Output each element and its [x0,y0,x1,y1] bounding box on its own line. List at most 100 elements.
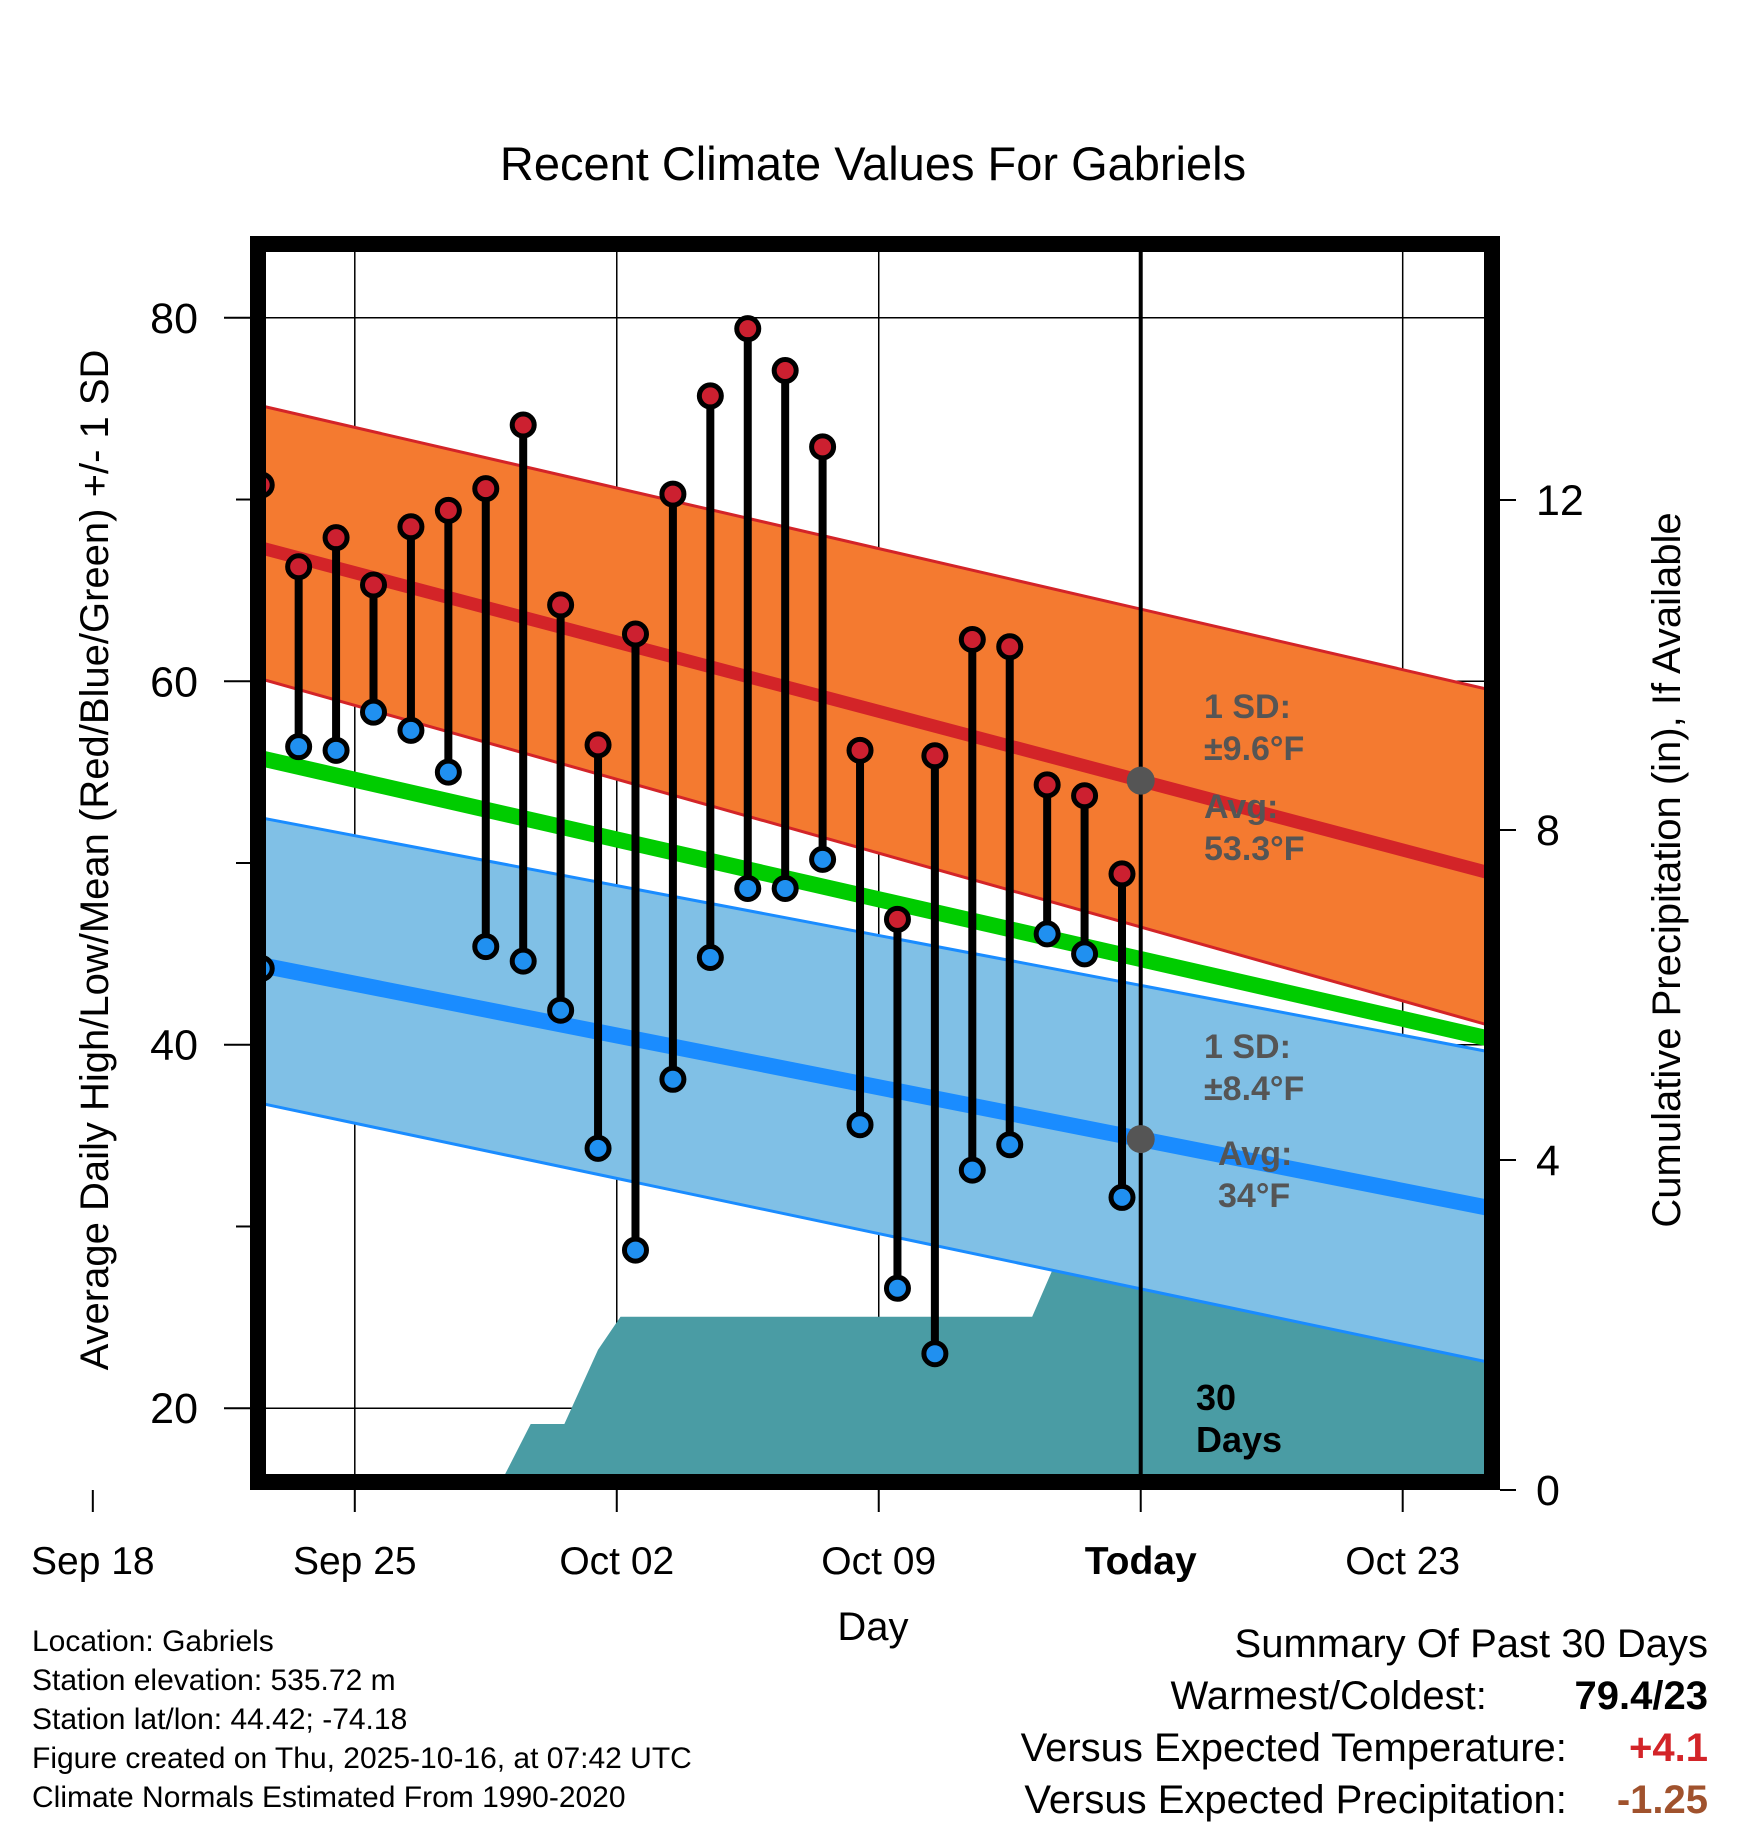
daily-high-point [434,496,462,524]
precip-anomaly-label: Versus Expected Precipitation: [1024,1778,1567,1822]
days-annotation: 30 [1196,1377,1236,1418]
high-normal-line [258,540,1492,881]
daily-high-point [659,480,687,508]
latlon-line: Station lat/lon: 44.42; -74.18 [32,1703,408,1736]
daily-low-point [397,716,425,744]
daily-high-point [1071,782,1099,810]
station-info: Location: Gabriels Station elevation: 53… [32,1622,692,1817]
daily-low-point [958,1156,986,1184]
y2-tick-label: 12 [1536,477,1584,525]
daily-high-point [771,356,799,384]
daily-high-point [696,382,724,410]
warm-cold-label: Warmest/Coldest: [1170,1674,1487,1718]
x-tick-label: Sep 25 [293,1540,417,1583]
daily-high-point [26,365,48,387]
daily-high-point [734,315,762,343]
daily-low-point [771,874,799,902]
daily-high-point [996,633,1024,661]
plot-frame [250,236,1500,1490]
warm-cold-value: 79.4/23 [1574,1674,1708,1718]
daily-high-point [509,411,537,439]
low-avg-annotation: 34°F [1218,1177,1290,1215]
high-sd-annotation: 1 SD: [1204,688,1291,726]
y-tick-label: 60 [150,658,198,706]
daily-low-point [509,947,537,975]
daily-high-point [883,905,911,933]
y2-tick-label: 4 [1536,1137,1560,1185]
daily-high-point [1033,771,1061,799]
x-tick-label: Sep 18 [31,1540,155,1583]
y2-axis-label: Cumulative Precipitation (in), If Availa… [1645,512,1689,1227]
daily-low-point [26,1005,48,1027]
daily-low-point [472,933,500,961]
low-normal-line [258,956,1492,1217]
daily-low-point [846,1111,874,1139]
low-sd-annotation: 1 SD: [1204,1028,1291,1066]
daily-low-point [734,874,762,902]
daily-high-point [472,475,500,503]
daily-high-point [921,742,949,770]
daily-low-point [809,845,837,873]
daily-low-point [921,1340,949,1368]
daily-high-point [621,620,649,648]
x-tick-label: Oct 23 [1345,1540,1460,1583]
daily-low-point [1033,920,1061,948]
precip-anomaly-value: -1.25 [1616,1778,1708,1822]
high-avg-annotation: Avg: [1204,788,1278,826]
daily-high-point [285,553,313,581]
x-tick-label: Today [1085,1540,1197,1583]
y2-tick-label: 8 [1536,807,1560,855]
days-annotation: Days [1196,1419,1282,1460]
location-line: Location: Gabriels [32,1625,274,1658]
daily-low-point [322,736,350,764]
daily-high-point [584,731,612,759]
y-axis-label: Average Daily High/Low/Mean (Red/Blue/Gr… [73,350,117,1371]
daily-low-point [138,1114,160,1136]
y2-tick-label: 0 [1536,1467,1560,1515]
daily-low-point [434,758,462,786]
daily-high-point [846,736,874,764]
x-tick-label: Oct 02 [559,1540,674,1583]
daily-low-point [1071,940,1099,968]
daily-high-point [175,638,197,660]
daily-low-point [175,1161,197,1183]
today-low-normal-marker [1126,1125,1155,1154]
daily-low-point [213,1225,235,1247]
low-sd-annotation: ±8.4°F [1204,1070,1304,1108]
daily-high-point [958,625,986,653]
daily-high-point [360,571,388,599]
daily-high-point [213,470,235,492]
daily-high-point [397,513,425,541]
high-avg-annotation: 53.3°F [1204,830,1305,868]
temp-anomaly-label: Versus Expected Temperature: [1020,1726,1567,1770]
mean-normal-line [258,749,1492,1048]
x-axis-label: Day [837,1605,908,1649]
chart-title: Recent Climate Values For Gabriels [500,137,1246,190]
daily-low-point [621,1236,649,1264]
daily-low-point [996,1131,1024,1159]
y-tick-label: 40 [150,1022,198,1070]
high-sd-annotation: ±9.6°F [1204,730,1304,768]
daily-low-point [659,1065,687,1093]
x-tick-label: Oct 09 [821,1540,936,1583]
y-tick-label: 80 [150,295,198,343]
temp-anomaly-value: +4.1 [1629,1726,1708,1770]
daily-low-point [547,996,575,1024]
created-line: Figure created on Thu, 2025-10-16, at 07… [32,1742,692,1775]
daily-high-point [1108,860,1136,888]
daily-low-point [696,944,724,972]
low-avg-annotation: Avg: [1218,1135,1292,1173]
elevation-line: Station elevation: 535.72 m [32,1664,396,1697]
daily-high-point [322,524,350,552]
daily-low-point [360,698,388,726]
daily-low-point [584,1134,612,1162]
y-tick-label: 20 [150,1385,198,1433]
daily-low-point [285,733,313,761]
daily-low-point [883,1274,911,1302]
summary-panel: Summary Of Past 30 Days Warmest/Coldest:… [1021,1618,1708,1826]
daily-high-point [138,638,160,660]
daily-high-point [547,591,575,619]
normals-line: Climate Normals Estimated From 1990-2020 [32,1781,626,1814]
daily-low-point [1108,1183,1136,1211]
